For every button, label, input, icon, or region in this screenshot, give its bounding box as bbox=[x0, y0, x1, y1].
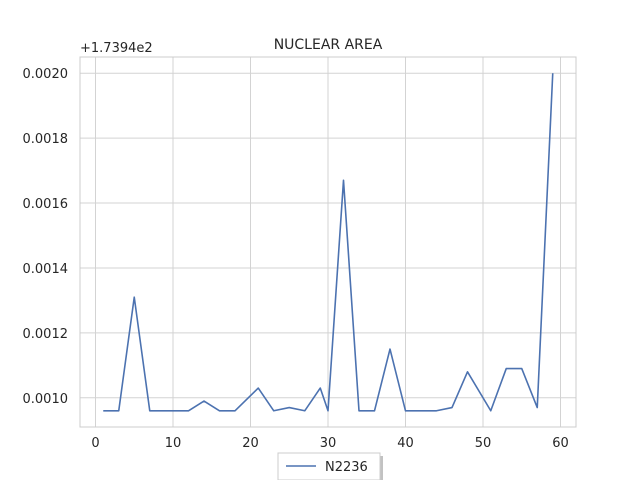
x-tick-label: 50 bbox=[475, 436, 492, 451]
y-tick-label: 0.0012 bbox=[23, 327, 69, 342]
x-tick-label: 40 bbox=[397, 436, 414, 451]
x-tick-label: 20 bbox=[242, 436, 259, 451]
y-tick-label: 0.0020 bbox=[23, 67, 69, 82]
y-tick-label: 0.0018 bbox=[23, 132, 69, 147]
series-line bbox=[103, 73, 554, 412]
y-tick-label: 0.0016 bbox=[23, 197, 69, 212]
x-axis-ticks: 0 10 20 30 40 50 60 bbox=[91, 436, 568, 451]
series-lines bbox=[103, 73, 554, 412]
x-tick-label: 30 bbox=[320, 436, 337, 451]
y-tick-label: 0.0010 bbox=[23, 392, 69, 407]
y-tick-label: 0.0014 bbox=[23, 262, 69, 277]
legend-label: N2236 bbox=[325, 460, 368, 475]
legend: N2236 bbox=[277, 452, 383, 480]
grid-lines bbox=[80, 57, 576, 427]
y-axis-ticks: 0.0010 0.0012 0.0014 0.0016 0.0018 0.0020 bbox=[23, 67, 69, 407]
plot-frame bbox=[79, 56, 577, 428]
x-tick-label: 60 bbox=[552, 436, 569, 451]
x-tick-label: 0 bbox=[91, 436, 99, 451]
chart-title: NUCLEAR AREA bbox=[274, 37, 383, 53]
y-offset-label: +1.7394e2 bbox=[80, 41, 153, 56]
x-tick-label: 10 bbox=[165, 436, 182, 451]
